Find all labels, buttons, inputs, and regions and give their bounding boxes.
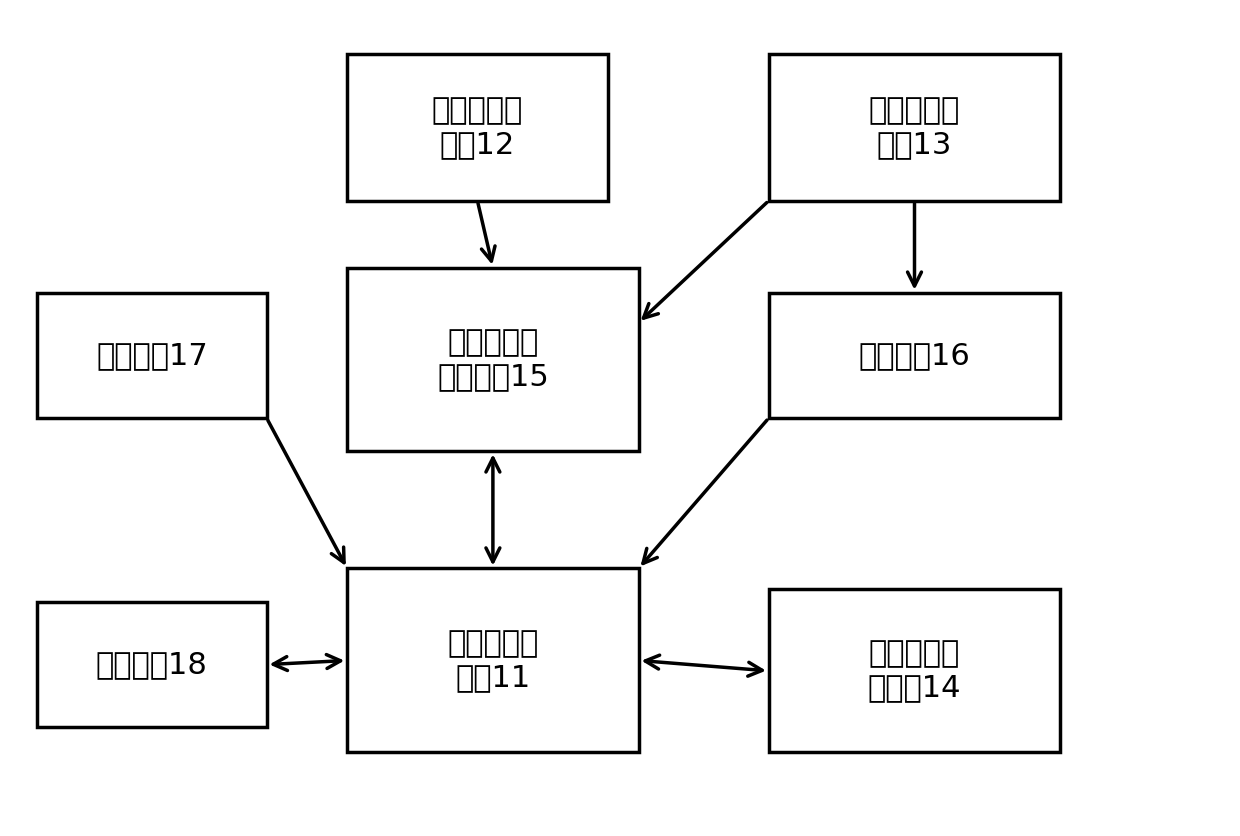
- Text: 第一中央处
理器11: 第一中央处 理器11: [448, 630, 538, 691]
- Text: 第一电流互
感器12: 第一电流互 感器12: [432, 96, 523, 159]
- Text: 计量及线损
管理模块15: 计量及线损 管理模块15: [436, 329, 549, 390]
- Text: 时钟芯片17: 时钟芯片17: [95, 341, 208, 370]
- Bar: [769, 293, 1060, 418]
- Text: 存储芯片18: 存储芯片18: [95, 650, 208, 679]
- Bar: [347, 54, 608, 201]
- Bar: [769, 54, 1060, 201]
- Text: 第一无线通
讯模块14: 第一无线通 讯模块14: [868, 640, 961, 702]
- Bar: [37, 293, 267, 418]
- Bar: [769, 589, 1060, 752]
- Bar: [347, 568, 639, 752]
- Text: 第二电压互
感器13: 第二电压互 感器13: [869, 96, 960, 159]
- Bar: [347, 268, 639, 451]
- Text: 电源模块16: 电源模块16: [858, 341, 971, 370]
- Bar: [37, 602, 267, 727]
